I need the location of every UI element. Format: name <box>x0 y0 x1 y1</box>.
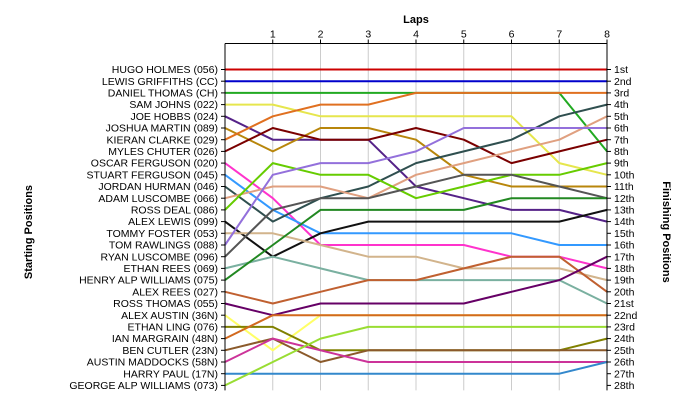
start-label-16: TOM RAWLINGS (088) <box>109 240 218 252</box>
start-label-22: ALEX AUSTIN (36N) <box>121 310 218 322</box>
series-line-13 <box>224 162 608 211</box>
finish-label-9: 9th <box>614 158 629 170</box>
series-line-21 <box>224 255 608 317</box>
finish-label-11: 11th <box>614 181 634 193</box>
finish-label-8: 8th <box>614 146 629 158</box>
finish-label-28: 28th <box>614 380 635 392</box>
finish-label-5: 5th <box>614 111 629 123</box>
start-label-13: ROSS DEAL (086) <box>131 205 218 217</box>
finish-label-4: 4th <box>614 99 629 111</box>
start-label-26: AUSTIN MADDOCKS (58N) <box>87 357 218 369</box>
finish-label-23: 23rd <box>614 322 635 334</box>
start-label-18: ETHAN REES (069) <box>123 263 218 275</box>
finish-label-27: 27th <box>614 368 635 380</box>
y-axis-title-right: Finishing Positions <box>660 181 672 282</box>
start-label-3: DANIEL THOMAS (CH) <box>108 88 218 100</box>
finish-label-2: 2nd <box>614 76 632 88</box>
finish-label-26: 26th <box>614 357 635 369</box>
grid <box>272 43 560 391</box>
finish-label-19: 19th <box>614 275 635 287</box>
start-label-12: ADAM LUSCOMBE (066) <box>98 193 218 205</box>
start-label-24: IAN MARGRAIN (48N) <box>112 333 218 345</box>
series-line-8 <box>224 127 608 165</box>
series-line-11 <box>224 103 608 223</box>
series-lines <box>224 68 608 387</box>
start-label-11: JORDAN HURMAN (046) <box>98 181 218 193</box>
finish-label-25: 25th <box>614 345 635 357</box>
finishing-position-labels: 1st2nd3rd4th5th6th7th8th9th10th11th12th1… <box>614 64 638 392</box>
start-label-25: BEN CUTLER (23N) <box>122 345 218 357</box>
lap-tick-labels: 1 2 3 4 5 6 7 8 <box>270 29 610 41</box>
series-line-20 <box>224 255 608 305</box>
series-line-14 <box>224 208 608 258</box>
lap-tick-label-3: 3 <box>365 29 371 41</box>
series-line-27 <box>225 361 608 375</box>
start-label-28: GEORGE ALP WILLIAMS (073) <box>69 380 218 392</box>
lap-tick-label-1: 1 <box>270 29 276 41</box>
starting-position-labels: HUGO HOLMES (056)LEWIS GRIFFITHS (CC)DAN… <box>69 64 218 392</box>
start-label-8: MYLES CHUTER (026) <box>108 146 218 158</box>
start-label-27: HARRY PAUL (17N) <box>123 368 218 380</box>
finish-label-1: 1st <box>614 64 628 76</box>
finish-label-24: 24th <box>614 333 635 345</box>
start-label-6: JOSHUA MARTIN (089) <box>106 123 218 135</box>
series-line-12 <box>224 115 608 200</box>
start-label-15: TOMMY FOSTER (053) <box>106 228 218 240</box>
finish-label-3: 3rd <box>614 88 629 100</box>
series-line-15 <box>225 232 608 282</box>
series-line-4 <box>225 103 608 176</box>
series-line-25 <box>224 337 607 363</box>
finish-label-6: 6th <box>614 123 629 135</box>
series-line-17 <box>224 173 608 258</box>
lap-tick-label-4: 4 <box>413 29 419 41</box>
start-label-5: JOE HOBBS (024) <box>130 111 218 123</box>
finish-label-21: 21st <box>614 298 634 310</box>
y-axis-title-left: Starting Positions <box>23 185 35 279</box>
series-line-10 <box>224 173 607 246</box>
lap-tick-label-8: 8 <box>604 29 610 41</box>
start-label-10: STUART FERGUSON (045) <box>87 169 218 181</box>
start-label-1: HUGO HOLMES (056) <box>112 64 218 76</box>
finish-label-22: 22nd <box>614 310 638 322</box>
finish-label-10: 10th <box>614 169 635 181</box>
start-label-2: LEWIS GRIFFITHS (CC) <box>102 76 218 88</box>
series-line-19 <box>224 197 607 281</box>
start-label-7: KIERAN CLARKE (029) <box>107 134 218 146</box>
finish-label-18: 18th <box>614 263 635 275</box>
finish-label-17: 17th <box>614 251 635 263</box>
series-line-7 <box>224 91 607 141</box>
series-line-16 <box>224 127 607 246</box>
finish-label-12: 12th <box>614 193 635 205</box>
start-label-14: ALEX LEWIS (099) <box>128 216 218 228</box>
start-label-21: ROSS THOMAS (055) <box>113 298 218 310</box>
axes <box>221 39 611 391</box>
series-line-24 <box>224 314 607 340</box>
start-label-4: SAM JOHNS (022) <box>129 99 218 111</box>
lap-tick-label-7: 7 <box>556 29 562 41</box>
lap-tick-label-5: 5 <box>461 29 467 41</box>
start-label-9: OSCAR FERGUSON (020) <box>91 158 218 170</box>
lap-tick-label-2: 2 <box>318 29 324 41</box>
finish-label-16: 16th <box>614 240 635 252</box>
finish-label-13: 13th <box>614 205 635 217</box>
start-label-20: ALEX REES (027) <box>132 286 218 298</box>
finish-label-20: 20th <box>614 286 635 298</box>
start-label-23: ETHAN LING (076) <box>128 322 218 334</box>
lap-tick-label-6: 6 <box>509 29 515 41</box>
series-line-6 <box>224 127 607 188</box>
finish-label-14: 14th <box>614 216 635 228</box>
finish-label-15: 15th <box>614 228 635 240</box>
start-label-17: RYAN LUSCOMBE (096) <box>101 251 218 263</box>
finish-label-7: 7th <box>614 134 629 146</box>
start-label-19: HENRY ALP WILLIAMS (075) <box>79 275 218 287</box>
series-line-26 <box>224 337 607 363</box>
chart-title: Laps <box>403 14 429 26</box>
series-line-28 <box>224 325 607 387</box>
